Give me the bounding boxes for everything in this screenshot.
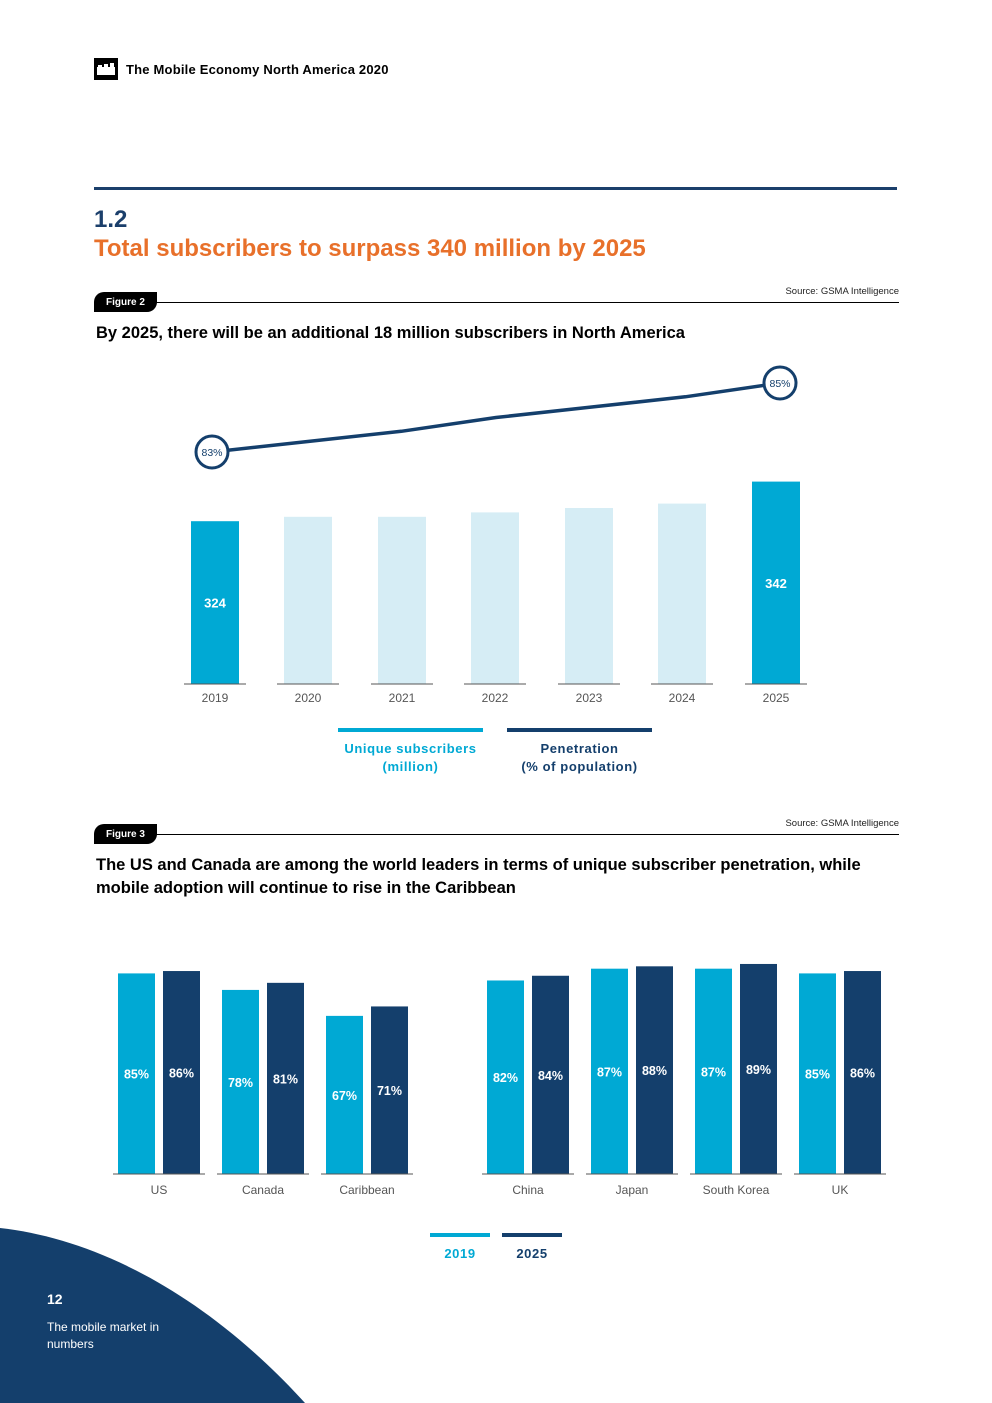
penetration-comparison-chart: 85% 86% US 78% 81% Canada 67% 71% Caribbean 82% 84… [113, 963, 886, 1197]
bar-label-japan-2025: 88% [642, 1064, 667, 1078]
x-tick-south-korea: South Korea [703, 1183, 770, 1197]
penetration-label-2019: 83% [201, 447, 222, 459]
running-header: The Mobile Economy North America 2020 [94, 58, 389, 80]
x-tick-2024: 2024 [669, 691, 696, 705]
bar-label-japan-2019: 87% [597, 1065, 622, 1079]
legend-2025-swatch [502, 1233, 562, 1237]
section-title: Total subscribers to surpass 340 million… [94, 235, 646, 262]
bar-2021 [378, 516, 426, 684]
legend-penetration-line2: (% of population) [521, 759, 638, 774]
legend-penetration-swatch [507, 728, 652, 732]
bar-label-south-korea-2019: 87% [701, 1065, 726, 1079]
bar-caribbean-2025 [371, 1006, 408, 1174]
bar-label-china-2025: 84% [538, 1069, 563, 1083]
penetration-marker-2025 [762, 365, 798, 401]
legend-unique-subscribers: Unique subscribers (million) [338, 728, 483, 776]
bar-uk-2025 [844, 971, 881, 1174]
section-number: 1.2 [94, 206, 128, 233]
x-tick-us: US [151, 1183, 168, 1197]
figure-2-title: By 2025, there will be an additional 18 … [96, 324, 685, 342]
x-tick-canada: Canada [242, 1183, 284, 1197]
bar-label-uk-2019: 85% [805, 1068, 830, 1082]
bar-label-uk-2025: 86% [850, 1067, 875, 1081]
bar-label-canada-2025: 81% [273, 1072, 298, 1086]
x-tick-2020: 2020 [295, 691, 322, 705]
bar-label-caribbean-2025: 71% [377, 1084, 402, 1098]
bar-label-china-2019: 82% [493, 1071, 518, 1085]
bar-label-2019: 324 [204, 596, 226, 611]
legend-2025-label: 2025 [516, 1246, 548, 1261]
bar-2023 [565, 508, 613, 684]
x-tick-2025: 2025 [763, 691, 790, 705]
bar-china-2025 [532, 975, 569, 1174]
figure-2-label: Figure 2 [94, 292, 157, 312]
figure-3-title: The US and Canada are among the world le… [96, 856, 861, 897]
legend-2025: 2025 [502, 1233, 562, 1263]
bar-china-2019 [487, 980, 524, 1174]
bar-south-korea-2025 [740, 963, 777, 1174]
bar-label-2025: 342 [765, 576, 787, 591]
subscribers-chart: 2019 324 2020 2021 2022 2023 2024 2025 342 83% 85% [184, 365, 807, 705]
penetration-line [211, 381, 781, 454]
figure-2-rule [150, 302, 899, 303]
x-tick-2021: 2021 [389, 691, 416, 705]
footer-section-text: The mobile market in numbers [47, 1320, 160, 1351]
x-tick-uk: UK [832, 1183, 849, 1197]
legend-2019-swatch [430, 1233, 490, 1237]
bar-label-canada-2019: 78% [228, 1076, 253, 1090]
footer-wave-shape [0, 1228, 305, 1403]
legend-2019-label: 2019 [444, 1246, 476, 1261]
figure-3-label: Figure 3 [94, 824, 157, 844]
page-number: 12 [47, 1291, 63, 1307]
x-tick-2023: 2023 [576, 691, 603, 705]
bar-canada-2019 [222, 989, 259, 1174]
bar-label-us-2019: 85% [124, 1068, 149, 1082]
penetration-marker-2019 [194, 434, 230, 470]
x-tick-2019: 2019 [202, 691, 229, 705]
x-tick-2022: 2022 [482, 691, 509, 705]
bar-caribbean-2019 [326, 1015, 363, 1174]
bar-south-korea-2019 [695, 968, 732, 1174]
bar-us-2025 [163, 971, 200, 1174]
legend-unique-subscribers-line1: Unique subscribers [344, 741, 477, 756]
bar-2025 [752, 481, 800, 684]
legend-unique-subscribers-swatch [338, 728, 483, 732]
bar-2019 [191, 521, 239, 684]
bar-label-caribbean-2019: 67% [332, 1089, 357, 1103]
gsma-logo-icon [94, 58, 118, 80]
legend-penetration-line1: Penetration [540, 741, 619, 756]
bar-japan-2019 [591, 968, 628, 1174]
legend-2019: 2019 [430, 1233, 490, 1263]
bar-label-south-korea-2025: 89% [746, 1063, 771, 1077]
bar-2020 [284, 516, 332, 684]
section-divider [94, 187, 897, 190]
bar-2022 [471, 512, 519, 684]
figure-2-source: Source: GSMA Intelligence [785, 286, 899, 297]
legend-unique-subscribers-line2: (million) [382, 759, 439, 774]
x-tick-japan: Japan [616, 1183, 649, 1197]
bar-japan-2025 [636, 966, 673, 1174]
figure-3-rule [150, 834, 899, 835]
penetration-label-2025: 85% [769, 378, 790, 390]
bar-label-us-2025: 86% [169, 1067, 194, 1081]
figure-3-source: Source: GSMA Intelligence [785, 818, 899, 829]
bar-uk-2019 [799, 973, 836, 1174]
x-tick-caribbean: Caribbean [339, 1183, 394, 1197]
report-title: The Mobile Economy North America 2020 [126, 61, 389, 77]
bar-2024 [658, 503, 706, 684]
legend-penetration: Penetration (% of population) [507, 728, 652, 776]
bar-canada-2025 [267, 982, 304, 1174]
bar-us-2019 [118, 973, 155, 1174]
x-tick-china: China [512, 1183, 544, 1197]
